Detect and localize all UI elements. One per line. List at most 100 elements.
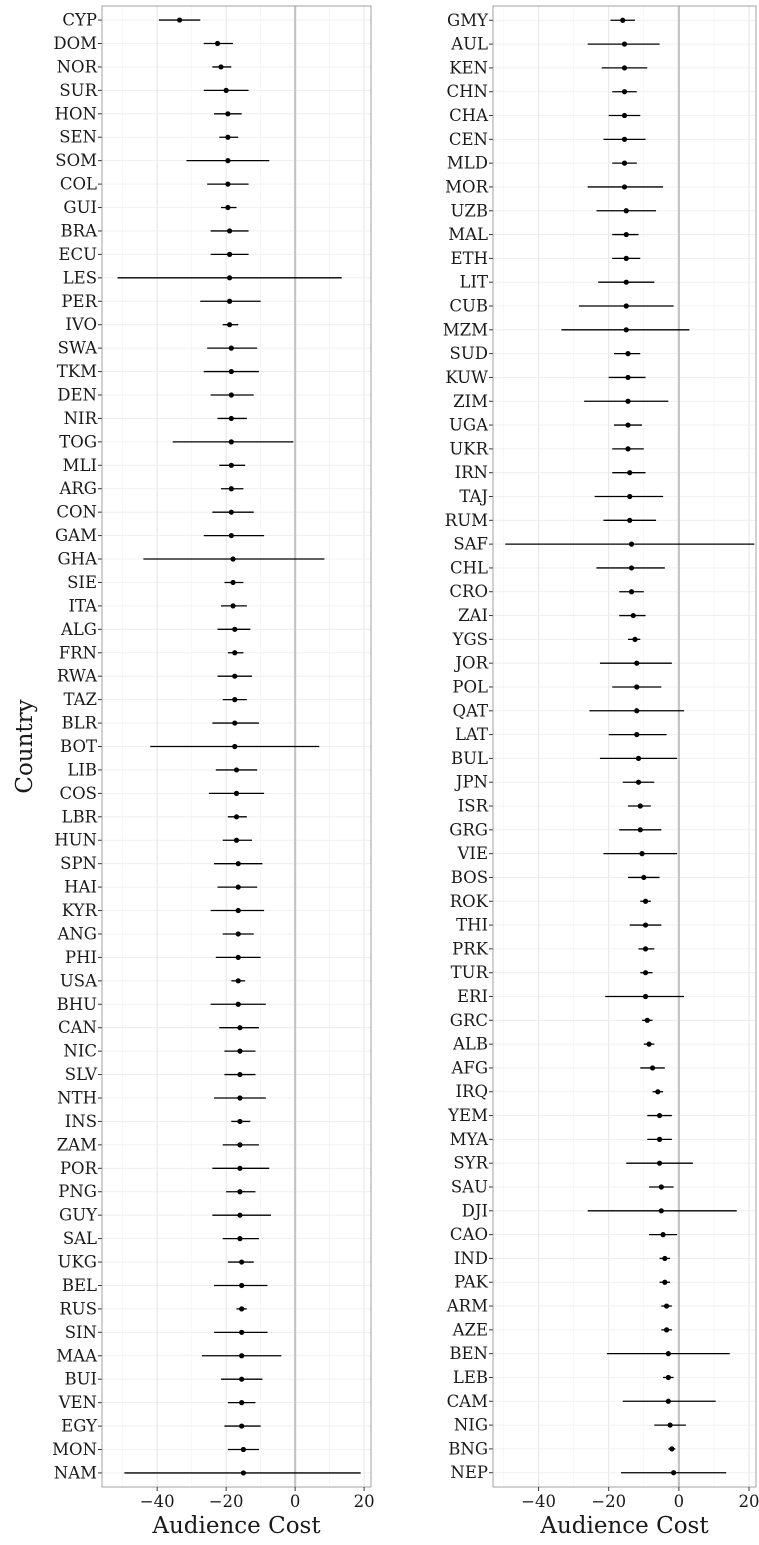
point-RUS	[239, 1306, 245, 1312]
y-tick-label: YEM	[447, 1106, 488, 1125]
point-NTH	[237, 1095, 243, 1101]
y-tick-label: SLV	[65, 1065, 98, 1084]
point-ALB	[646, 1041, 652, 1047]
point-PER	[227, 298, 233, 304]
y-tick-label: AZE	[452, 1320, 488, 1339]
point-LEB	[665, 1374, 671, 1381]
point-SYR	[656, 1160, 663, 1166]
point-KEN	[621, 65, 628, 71]
y-tick-label: KYR	[62, 901, 98, 920]
point-POR	[237, 1165, 243, 1171]
point-BEN	[665, 1351, 671, 1357]
y-tick-label: IRQ	[456, 1082, 488, 1101]
y-tick-label: BNG	[448, 1439, 488, 1458]
y-tick-label: PNG	[58, 1182, 97, 1201]
point-LES	[227, 275, 233, 281]
y-tick-label: BHU	[57, 995, 98, 1014]
y-tick-label: NTH	[57, 1089, 97, 1108]
point-SOM	[225, 158, 231, 164]
point-SEN	[225, 134, 231, 140]
y-tick-label: GHA	[58, 550, 99, 569]
point-MLD	[621, 160, 628, 166]
point-SWA	[228, 345, 234, 351]
y-tick-label: YGS	[452, 630, 488, 649]
y-tick-label: SAU	[451, 1177, 488, 1196]
y-tick-label: USA	[60, 971, 98, 990]
point-TAZ	[232, 697, 238, 703]
point-PAK	[662, 1279, 668, 1285]
point-SIE	[230, 579, 236, 586]
point-SUR	[223, 87, 229, 93]
point-MOR	[621, 184, 628, 190]
y-tick-label: BLR	[61, 714, 97, 733]
y-tick-label: SWA	[58, 339, 98, 358]
point-TUR	[642, 970, 649, 976]
y-tick-label: SYR	[453, 1154, 488, 1173]
y-tick-label: GRC	[450, 1011, 488, 1030]
y-tick-label: ISR	[458, 797, 489, 816]
y-tick-label: SIE	[67, 573, 97, 592]
point-COL	[225, 181, 231, 187]
y-tick-label: NIR	[64, 409, 98, 428]
y-tick-label: UGA	[449, 416, 489, 435]
y-tick-label: NOR	[57, 57, 98, 76]
point-PNG	[237, 1189, 243, 1195]
point-MYA	[656, 1136, 663, 1142]
point-JPN	[635, 779, 642, 785]
point-TAJ	[627, 493, 633, 500]
point-RUM	[627, 517, 633, 523]
point-GUY	[237, 1212, 243, 1218]
y-tick-label: HAI	[64, 878, 97, 897]
y-tick-label: GAM	[55, 526, 97, 545]
point-ITA	[230, 603, 236, 609]
y-tick-label: CYP	[62, 11, 97, 30]
panel-border	[492, 5, 757, 1488]
y-tick-label: ROK	[450, 892, 489, 911]
point-BRA	[227, 228, 233, 234]
y-tick-label: NEP	[450, 1463, 488, 1482]
point-SLV	[237, 1071, 243, 1078]
point-GUI	[225, 204, 231, 211]
y-tick-label: TOG	[59, 432, 97, 451]
y-tick-label: MON	[52, 1440, 97, 1459]
y-axis-title: Country	[12, 699, 38, 793]
point-ARM	[663, 1303, 670, 1309]
point-ECU	[227, 251, 233, 257]
y-tick-label: SPN	[60, 854, 97, 873]
point-ISR	[637, 803, 643, 809]
point-SIN	[239, 1329, 245, 1335]
point-ANG	[235, 931, 241, 937]
y-tick-label: DOM	[53, 34, 97, 53]
point-CAO	[660, 1232, 666, 1238]
y-tick-label: DJI	[462, 1201, 488, 1220]
point-MON	[240, 1446, 246, 1453]
point-CYP	[176, 17, 183, 23]
point-GHA	[230, 556, 236, 562]
point-ZAI	[630, 612, 636, 619]
point-CAN	[237, 1025, 243, 1031]
y-tick-label: VIE	[457, 844, 488, 863]
y-tick-label: SUR	[59, 81, 97, 100]
y-tick-label: CAO	[450, 1225, 488, 1244]
y-tick-label: TAZ	[64, 690, 97, 709]
y-tick-label: BUI	[64, 1370, 97, 1389]
point-CHL	[628, 565, 635, 571]
point-SUD	[625, 351, 631, 357]
x-tick-label: 0	[674, 1492, 685, 1511]
y-tick-label: LES	[63, 268, 97, 287]
y-tick-label: VEN	[58, 1393, 97, 1412]
point-POL	[634, 684, 640, 690]
point-IRN	[627, 470, 633, 476]
y-tick-label: HUN	[54, 831, 97, 850]
point-SAF	[628, 541, 635, 547]
y-tick-label: CRO	[449, 582, 488, 601]
y-tick-label: SAF	[453, 535, 488, 554]
y-tick-label: COL	[60, 175, 97, 194]
point-UKG	[239, 1259, 245, 1265]
y-tick-label: LIT	[460, 273, 488, 292]
y-tick-label: CHN	[447, 82, 488, 101]
y-tick-label: RUS	[59, 1299, 97, 1318]
y-tick-label: GRG	[449, 820, 488, 839]
point-ZIM	[625, 398, 631, 404]
y-tick-label: ZAM	[57, 1135, 97, 1154]
